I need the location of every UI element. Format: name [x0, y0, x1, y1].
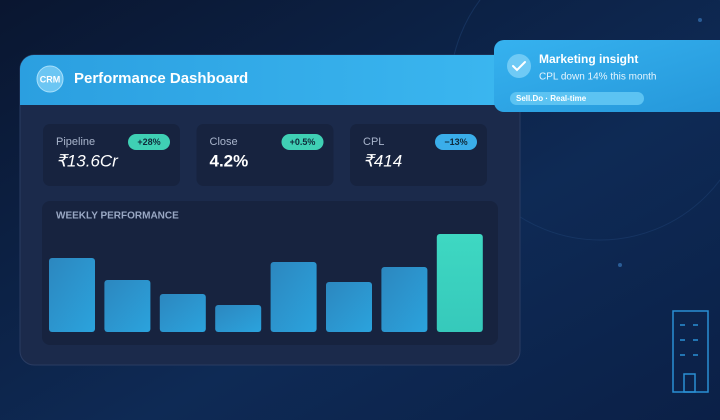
bar [270, 262, 317, 332]
logo-text: CRM [40, 74, 61, 84]
kpi-value: ₹414 [363, 151, 402, 170]
kpi-badge [128, 134, 170, 150]
kpi-change: +0.5% [290, 137, 316, 147]
decor-dot [618, 263, 622, 267]
check-icon [507, 54, 531, 78]
kpi-row: Pipeline +28% ₹13.6Cr Close +0.5% 4.2% CPL −13%… [43, 124, 487, 186]
notification-message: CPL down 14% this month [539, 72, 656, 83]
logo-badge [36, 65, 64, 93]
notification-tag: Sell.Do · Real-time [516, 94, 587, 103]
bar [381, 267, 428, 332]
bar [104, 280, 151, 332]
kpi-label: CPL [363, 136, 384, 148]
kpi-value: 4.2% [210, 151, 249, 170]
dashboard-header [20, 55, 520, 105]
decor-dot [698, 18, 702, 22]
kpi-value: ₹13.6Cr [56, 151, 119, 170]
bar [49, 258, 95, 332]
bar-group [49, 234, 483, 332]
notification-title: Marketing insight [539, 52, 638, 66]
check-mark [512, 61, 526, 72]
kpi-label: Close [210, 136, 238, 148]
kpi-badge [435, 134, 477, 150]
kpi-badge [281, 134, 324, 150]
bar [436, 234, 483, 332]
kpi-change: +28% [137, 137, 160, 147]
kpi-change: −13% [444, 137, 467, 147]
chart-title: WEEKLY PERFORMANCE [56, 211, 179, 222]
bar [159, 294, 206, 332]
kpi-label: Pipeline [56, 136, 95, 148]
dashboard-title: Performance Dashboard [74, 70, 248, 87]
notification-tag-pill [510, 92, 644, 105]
bar [215, 305, 262, 332]
bar [326, 282, 372, 332]
building-icon [672, 310, 709, 393]
